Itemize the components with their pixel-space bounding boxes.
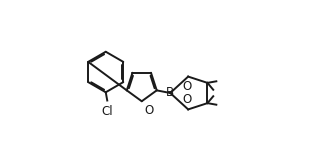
Text: O: O (144, 103, 154, 117)
Text: O: O (182, 93, 191, 106)
Text: O: O (182, 80, 191, 93)
Text: Cl: Cl (102, 105, 113, 118)
Text: B: B (166, 87, 174, 99)
